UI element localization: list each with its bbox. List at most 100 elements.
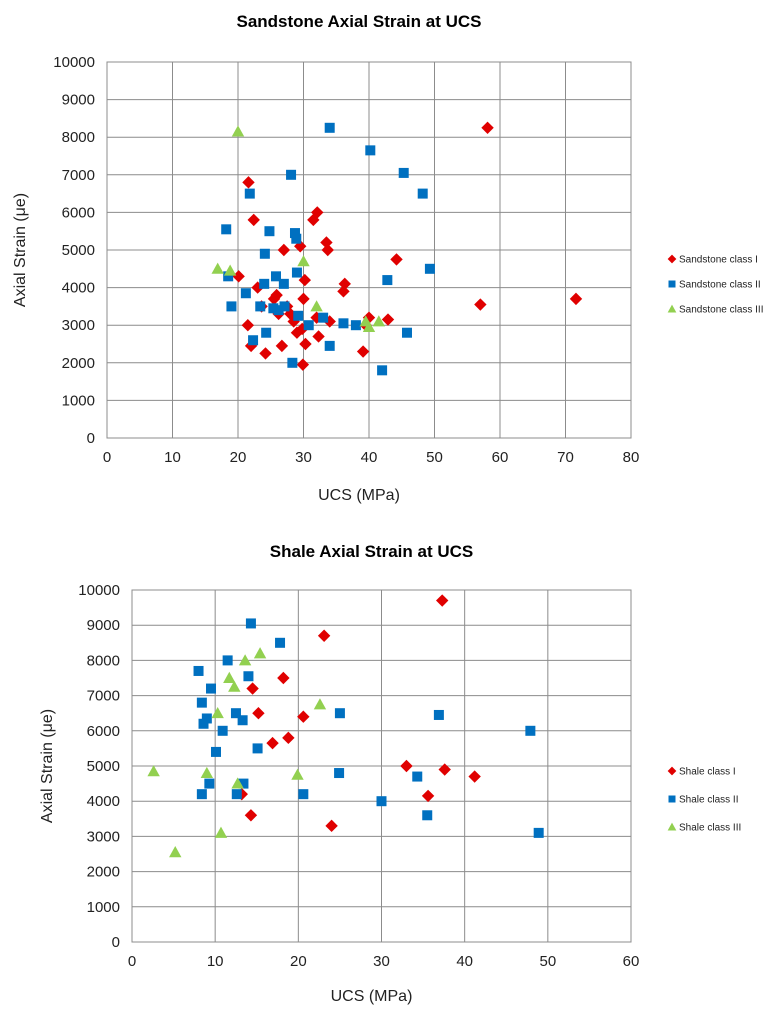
data-point — [268, 303, 279, 314]
x-tick-label: 50 — [426, 449, 443, 466]
data-point — [221, 224, 232, 235]
data-point — [231, 789, 242, 800]
y-tick-label: 6000 — [62, 204, 95, 221]
data-point — [533, 827, 544, 838]
data-point — [325, 819, 338, 833]
x-axis-label: UCS (MPa) — [331, 988, 413, 1005]
data-point — [296, 358, 310, 371]
y-tick-label: 2000 — [87, 864, 120, 881]
data-point — [438, 763, 451, 776]
x-tick-label: 70 — [557, 449, 574, 466]
x-tick-label: 20 — [230, 449, 247, 466]
legend-label: Shale class III — [679, 823, 741, 834]
x-tick-label: 20 — [290, 953, 307, 970]
legend-label: Shale class II — [679, 795, 738, 806]
plot-area — [131, 589, 632, 943]
data-point — [474, 298, 487, 311]
data-point — [334, 708, 345, 719]
chart-title: Sandstone Axial Strain at UCS — [237, 12, 482, 31]
y-tick-label: 9000 — [62, 92, 95, 109]
data-point — [214, 826, 228, 838]
data-point — [310, 300, 323, 312]
data-point — [321, 243, 334, 257]
data-point — [231, 125, 245, 137]
x-tick-label: 10 — [164, 449, 181, 466]
x-tick-label: 0 — [128, 953, 136, 970]
plot-area — [106, 61, 632, 439]
legend-marker-triangle — [667, 304, 677, 313]
data-point — [261, 327, 272, 338]
y-tick-label: 0 — [112, 934, 120, 951]
data-point — [147, 765, 160, 777]
data-point — [372, 315, 386, 327]
data-point — [291, 233, 302, 244]
data-point — [365, 145, 376, 156]
x-tick-label: 10 — [207, 953, 224, 970]
data-point — [318, 312, 329, 323]
gridlines — [131, 589, 632, 943]
data-point — [282, 731, 295, 745]
data-point — [275, 339, 289, 353]
x-tick-label: 60 — [492, 449, 509, 466]
legend-marker-diamond — [667, 766, 677, 776]
data-point — [297, 255, 310, 267]
data-point — [398, 167, 409, 178]
series-triangle — [147, 647, 327, 858]
data-point — [259, 347, 272, 360]
data-point — [337, 285, 350, 298]
data-point — [237, 715, 248, 726]
data-point — [312, 330, 325, 343]
y-tick-label: 1000 — [87, 899, 120, 916]
legend-label: Sandstone class I — [679, 255, 758, 266]
data-point — [390, 253, 403, 266]
data-point — [382, 275, 393, 286]
x-axis-label: UCS (MPa) — [318, 487, 400, 504]
series-square — [193, 618, 544, 838]
data-point — [270, 271, 281, 282]
data-point — [275, 637, 286, 648]
gridlines — [106, 61, 632, 439]
data-point — [297, 292, 310, 306]
legend-marker-diamond — [667, 254, 677, 264]
data-point — [244, 809, 258, 822]
data-point — [289, 228, 300, 239]
data-point — [436, 594, 449, 607]
legend-marker-triangle — [667, 822, 677, 831]
data-point — [196, 697, 207, 708]
legend-label: Shale class I — [679, 767, 736, 778]
data-point — [223, 671, 236, 683]
y-tick-label: 7000 — [87, 688, 120, 705]
data-point — [196, 789, 207, 800]
data-point — [278, 278, 289, 289]
data-point — [238, 654, 252, 666]
data-point — [356, 345, 370, 358]
data-point — [222, 655, 233, 666]
data-point — [273, 305, 284, 316]
data-point — [291, 768, 304, 780]
legend-label: Sandstone class III — [679, 305, 764, 316]
y-tick-label: 4000 — [87, 793, 120, 810]
data-point — [569, 292, 583, 306]
data-point — [226, 301, 237, 312]
data-point — [400, 759, 413, 773]
data-point — [417, 188, 428, 199]
data-point — [228, 680, 241, 692]
data-point — [324, 340, 335, 351]
y-tick-label: 6000 — [87, 723, 120, 740]
data-point — [245, 618, 256, 629]
data-point — [424, 263, 435, 274]
data-point — [255, 301, 266, 312]
data-point — [311, 206, 324, 219]
y-tick-label: 4000 — [62, 280, 95, 297]
data-point — [206, 683, 217, 694]
data-point — [377, 365, 388, 376]
data-point — [223, 271, 234, 282]
data-point — [266, 736, 279, 750]
data-point — [217, 725, 228, 736]
y-tick-label: 1000 — [62, 392, 95, 409]
data-point — [350, 320, 361, 331]
data-point — [277, 671, 290, 685]
data-point — [259, 248, 270, 259]
x-tick-label: 50 — [539, 953, 556, 970]
